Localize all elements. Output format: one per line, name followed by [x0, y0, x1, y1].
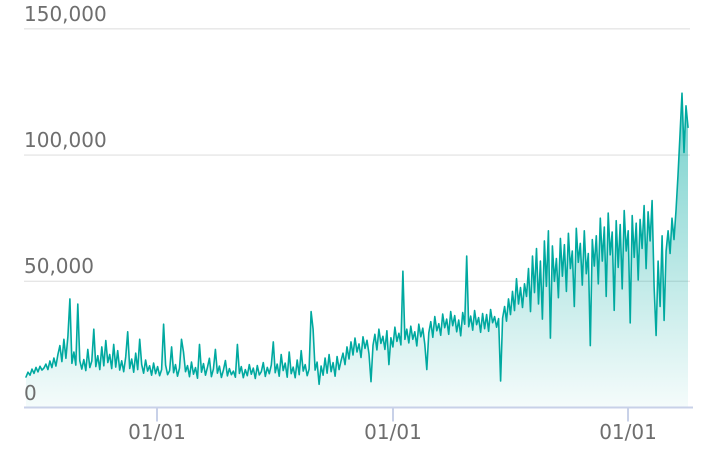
x-axis-label-year1: 01/01 — [128, 420, 186, 444]
x-axis-label-year3: 01/01 — [599, 420, 657, 444]
area-fill — [26, 93, 688, 408]
y-axis-label-150000: 150,000 — [24, 1, 107, 26]
y-axis-label-100000: 100,000 — [24, 128, 107, 153]
series-line — [25, 92, 689, 386]
y-axis-label-50000: 50,000 — [24, 254, 94, 279]
x-axis-label-year2: 01/01 — [364, 420, 422, 444]
y-axis-label-0: 0 — [24, 380, 37, 405]
